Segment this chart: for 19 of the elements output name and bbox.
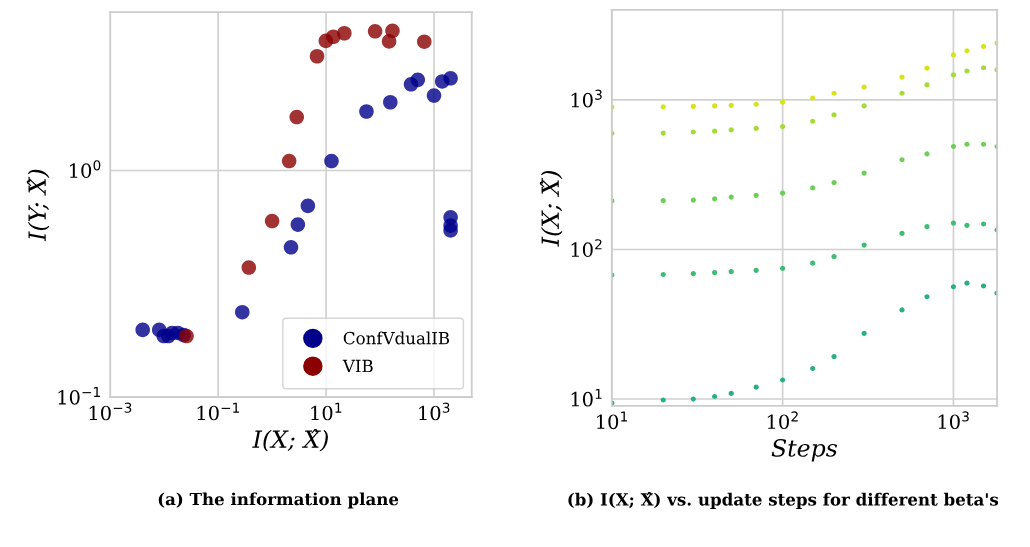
legend-label: ConfVdualIB (343, 331, 450, 345)
y-axis-title: I(X; X̂) (539, 170, 563, 247)
y-axis-title: I(Y; X̂) (26, 169, 50, 242)
x-tick-label: 10$^{−1}$ (197, 402, 240, 421)
y-tick-label: 10$^{0}$ (70, 160, 101, 178)
y-tick-label: 10$^{3}$ (571, 89, 602, 108)
x-tick-label: 10$^{3}$ (419, 402, 450, 421)
x-tick-label: 10$^{1}$ (311, 402, 342, 421)
x-tick-label: 10$^{3}$ (938, 411, 969, 430)
x-axis-title: Steps (771, 439, 838, 462)
x-tick-label: 10$^{2}$ (767, 411, 798, 430)
text: (b) I(X; X̂) vs. update steps for different beta's (568, 492, 999, 509)
x-tick-label: 10$^{−3}$ (89, 402, 132, 421)
legend-label: VIB (342, 359, 373, 372)
text: (a) The information plane (158, 492, 399, 509)
x-tick-label: 10$^{1}$ (597, 411, 628, 430)
y-tick-label: 10$^{1}$ (571, 388, 602, 407)
y-tick-label: 10$^{2}$ (571, 239, 602, 257)
x-axis-title: I(X; X̂) (252, 428, 328, 452)
